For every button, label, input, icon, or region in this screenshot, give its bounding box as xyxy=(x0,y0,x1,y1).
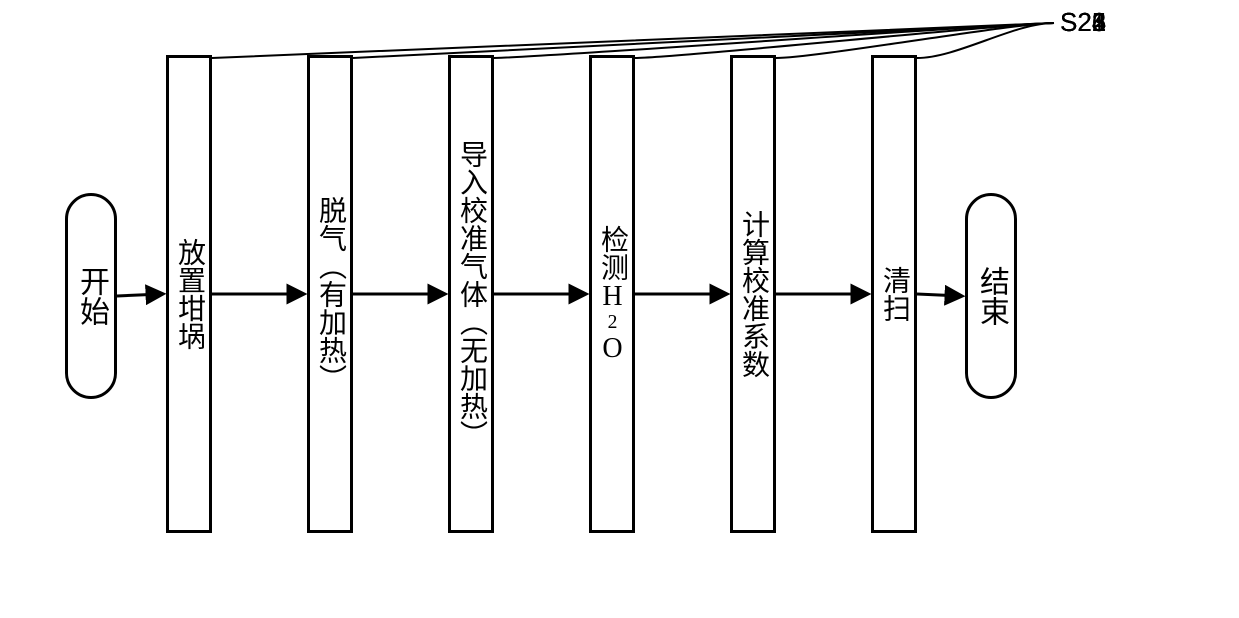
label-leader-s21 xyxy=(212,23,1054,58)
flow-node-text: 脱气（有加热） xyxy=(310,196,350,392)
edge-start-s21 xyxy=(117,294,162,296)
flow-node-text: 计算校准系数 xyxy=(733,210,773,378)
flow-node-s22: 脱气（有加热） xyxy=(307,55,353,533)
flow-node-text: 清扫 xyxy=(874,266,914,322)
flow-node-s26: 清扫 xyxy=(871,55,917,533)
flow-node-start: 开始 xyxy=(65,193,117,399)
flow-node-s21: 放置坩埚 xyxy=(166,55,212,533)
flow-node-text: 开始 xyxy=(69,266,113,326)
flow-node-text: 检测H2O xyxy=(592,225,632,364)
step-label-s26: S26 xyxy=(1060,7,1106,38)
edge-s26-end xyxy=(917,294,961,296)
flow-node-end: 结束 xyxy=(965,193,1017,399)
flow-node-text: 导入校准气体（无加热） xyxy=(451,140,491,448)
flow-node-text: 结束 xyxy=(969,266,1013,326)
flow-node-s24: 检测H2O xyxy=(589,55,635,533)
flow-node-text: 放置坩埚 xyxy=(169,238,209,350)
flow-node-s25: 计算校准系数 xyxy=(730,55,776,533)
flow-node-s23: 导入校准气体（无加热） xyxy=(448,55,494,533)
